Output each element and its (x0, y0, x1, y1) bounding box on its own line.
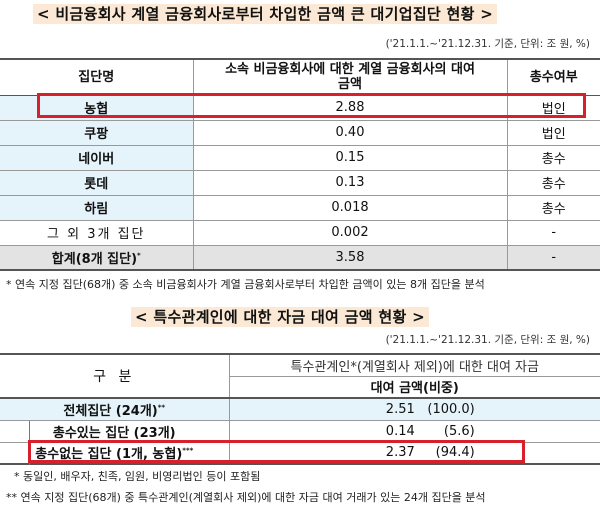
amount: 0.15 (192, 145, 507, 171)
table2-title: < 특수관계인에 대한 자금 대여 금액 현황 > (131, 307, 429, 327)
related-party-table: 구 분 특수관계인*(계열회사 제외)에 대한 대여 자금 대여 금액(비중) … (0, 353, 600, 465)
category: 전체집단 (24개) (63, 403, 158, 419)
col-header-top: 특수관계인*(계열회사 제외)에 대한 대여 자금 (229, 353, 600, 377)
group-name: 하림 (0, 195, 193, 221)
col-owner: 총수여부 (506, 58, 600, 96)
owner: 법인 (506, 120, 600, 146)
category: 총수있는 집단 (23개) (52, 425, 176, 441)
table-header: 구 분 특수관계인*(계열회사 제외)에 대한 대여 자금 (0, 353, 600, 399)
table-header: 집단명 소속 비금융회사에 대한 계열 금융회사의 대여 금액 총수여부 (0, 58, 600, 96)
amount: 2.51 (385, 401, 415, 417)
highlight-box (37, 93, 586, 118)
table1-footnote: * 연속 지정 집단(68개) 중 소속 비금융회사가 계열 금융회사로부터 차… (6, 278, 485, 291)
amount: 0.14 (385, 423, 415, 439)
col-amount: 소속 비금융회사에 대한 계열 금융회사의 대여 금액 (192, 58, 507, 96)
table2-unit: ('21.1.1.~'21.12.31. 기준, 단위: 조 원, %) (385, 334, 590, 346)
share: (100.0) (427, 401, 475, 417)
table-row: 총수없는 집단 (1개, 농협)*** 2.37 (94.4) (0, 442, 600, 465)
footnote-mark: *** (182, 446, 194, 455)
group-name: 그 외 3개 집단 (0, 220, 193, 246)
owner: - (506, 245, 600, 271)
amount: 0.018 (192, 195, 507, 221)
table-row: 쿠팡 0.40 법인 (0, 120, 600, 146)
table2-footnote-2: ** 연속 지정 집단(68개) 중 특수관계인(계열회사 제외)에 대한 자금… (6, 491, 486, 504)
table1-title: < 비금융회사 계열 금융회사로부터 차입한 금액 큰 대기업집단 현황 > (33, 4, 498, 24)
amount: 0.40 (192, 120, 507, 146)
table-row: 하림 0.018 총수 (0, 195, 600, 221)
owner: 총수 (506, 170, 600, 196)
total-row: 합계(8개 집단)* 3.58- (0, 245, 600, 271)
owner: 총수 (506, 145, 600, 171)
col-category: 구 분 (0, 353, 230, 399)
group-name: 롯데 (0, 170, 193, 196)
category: 총수없는 집단 (1개, 농협) (35, 447, 183, 463)
table-row: 그 외 3개 집단 0.002- (0, 220, 600, 246)
table-subheader: 대여 금액(비중) (0, 376, 600, 399)
group-name: 쿠팡 (0, 120, 193, 146)
borrowing-table: 집단명 소속 비금융회사에 대한 계열 금융회사의 대여 금액 총수여부 농협 2… (0, 58, 600, 271)
col-amount-share: 대여 금액(비중) (229, 376, 600, 399)
amount: 3.58 (192, 245, 507, 271)
col-group-name: 집단명 (0, 58, 193, 96)
table1-unit: ('21.1.1.~'21.12.31. 기준, 단위: 조 원, %) (385, 38, 590, 50)
highlight-box (28, 440, 525, 463)
owner: - (506, 220, 600, 246)
table-row: 총수있는 집단 (23개) 0.14 (5.6) (0, 420, 600, 465)
table-row: 네이버 0.15 총수 (0, 145, 600, 171)
table-row: 롯데 0.13 총수 (0, 170, 600, 196)
share: (94.4) (435, 445, 475, 461)
group-name: 네이버 (0, 145, 193, 171)
share: (5.6) (443, 423, 475, 439)
group-name: 합계(8개 집단) (51, 251, 138, 267)
owner: 총수 (506, 195, 600, 221)
amount: 0.13 (192, 170, 507, 196)
table2-footnote-1: * 동일인, 배우자, 친족, 임원, 비영리법인 등이 포함됨 (14, 470, 261, 483)
amount: 2.37 (385, 445, 415, 461)
amount: 0.002 (192, 220, 507, 246)
footnote-mark: ** (157, 403, 166, 412)
table-row: 전체집단 (24개)** 2.51 (100.0) (0, 398, 600, 421)
footnote-mark: * (137, 251, 141, 260)
